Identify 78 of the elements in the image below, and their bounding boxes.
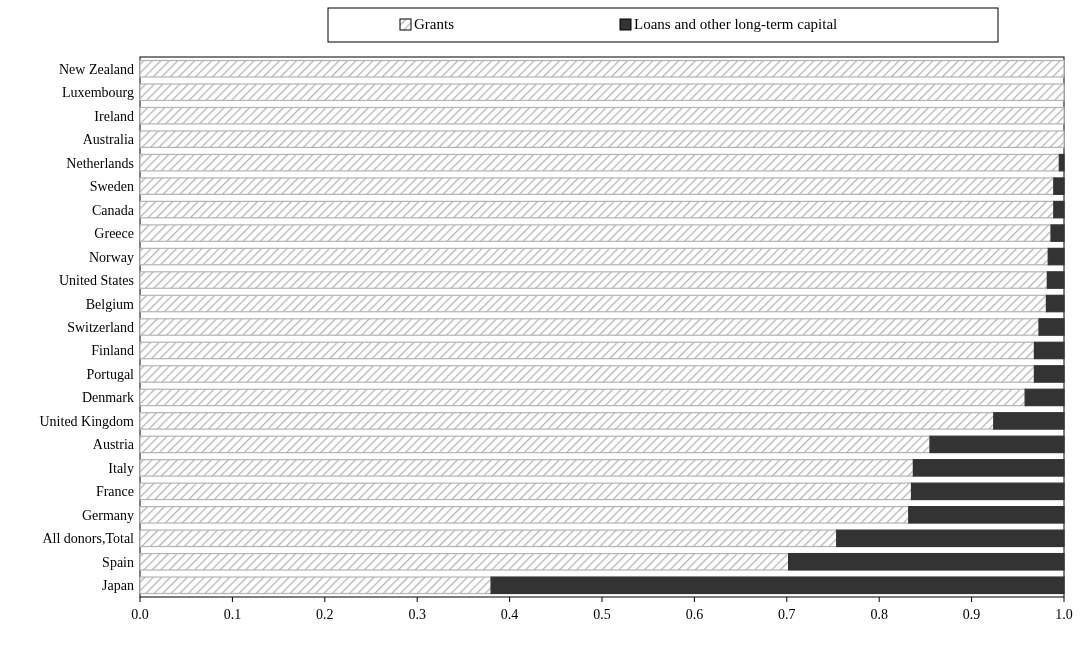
- bar: [139, 318, 1040, 336]
- x-tick-label: 0.1: [223, 607, 242, 622]
- x-tick-label: 0.0: [131, 607, 149, 622]
- x-tick-label: 0.9: [962, 607, 981, 622]
- bar: [1033, 341, 1065, 360]
- y-tick-label: Netherlands: [66, 155, 134, 171]
- bar: [139, 341, 1036, 360]
- bar: [993, 412, 1065, 430]
- y-tick-label: Switzerland: [67, 320, 134, 335]
- bar: [139, 482, 913, 501]
- bar: [139, 294, 1048, 313]
- bar: [490, 576, 1065, 595]
- bar: [139, 529, 838, 548]
- x-tick-label: 0.2: [316, 607, 334, 622]
- y-tick-label: Belgium: [85, 296, 135, 312]
- bar: [139, 177, 1055, 195]
- bar: [1047, 247, 1065, 266]
- legend-label: Loans and other long-term capital: [634, 16, 838, 32]
- x-tick-label: 1.0: [1055, 607, 1073, 622]
- bar: [139, 435, 931, 454]
- bar: [1050, 224, 1065, 242]
- bar: [139, 153, 1060, 172]
- y-tick-label: Portugal: [86, 366, 135, 382]
- y-tick-label: Sweden: [89, 179, 134, 195]
- y-tick-label: Canada: [92, 202, 135, 218]
- bar: [1046, 271, 1065, 289]
- x-tick-label: 0.3: [408, 607, 426, 622]
- x-tick-label: 0.5: [593, 607, 611, 622]
- y-tick-label: Austria: [92, 437, 135, 453]
- bar: [139, 130, 1065, 148]
- bar: [1038, 318, 1065, 336]
- legend-label: Grants: [414, 16, 455, 32]
- bar: [139, 552, 790, 571]
- bar: [139, 576, 492, 595]
- bar: [139, 412, 995, 430]
- bar: [139, 83, 1065, 102]
- y-tick-label: United States: [58, 273, 134, 289]
- y-tick-label: Spain: [102, 554, 134, 570]
- y-tick-label: New Zealand: [58, 61, 134, 77]
- x-tick-label: 0.7: [778, 607, 796, 622]
- bar: [910, 482, 1065, 501]
- y-tick-label: Luxembourg: [61, 85, 134, 101]
- x-tick-label: 0.4: [500, 607, 519, 622]
- bar: [1053, 177, 1065, 195]
- bar: [912, 459, 1065, 477]
- bar: [139, 200, 1055, 219]
- bar: [139, 106, 1065, 125]
- y-tick-label: France: [95, 484, 134, 500]
- y-tick-label: Australia: [82, 132, 135, 148]
- bar: [1033, 365, 1065, 383]
- bar: [788, 552, 1065, 571]
- bar: [1045, 294, 1065, 313]
- x-tick-label: 0.6: [685, 607, 704, 622]
- y-tick-label: Ireland: [94, 108, 134, 124]
- bar: [139, 271, 1048, 289]
- bar: [1058, 153, 1065, 172]
- bar: [1024, 388, 1065, 407]
- y-tick-label: Japan: [102, 578, 134, 594]
- bar: [1053, 200, 1065, 219]
- y-tick-label: Norway: [88, 249, 134, 265]
- bar: [139, 506, 910, 524]
- y-tick-label: United Kingdom: [39, 413, 135, 429]
- bar: [908, 506, 1065, 524]
- y-tick-label: Denmark: [81, 390, 134, 406]
- x-tick-label: 0.8: [870, 607, 888, 622]
- y-tick-label: Germany: [81, 507, 134, 523]
- y-tick-label: Finland: [91, 343, 134, 359]
- bar: [139, 224, 1052, 242]
- y-tick-label: Italy: [108, 460, 134, 476]
- y-tick-label: Greece: [94, 226, 134, 242]
- bar: [929, 435, 1065, 454]
- bar: [139, 459, 914, 477]
- bar: [139, 247, 1049, 266]
- bar: [139, 59, 1065, 78]
- bar: [836, 529, 1065, 548]
- bar: [139, 365, 1036, 383]
- y-tick-label: All donors,Total: [42, 531, 135, 547]
- bar: [139, 388, 1026, 407]
